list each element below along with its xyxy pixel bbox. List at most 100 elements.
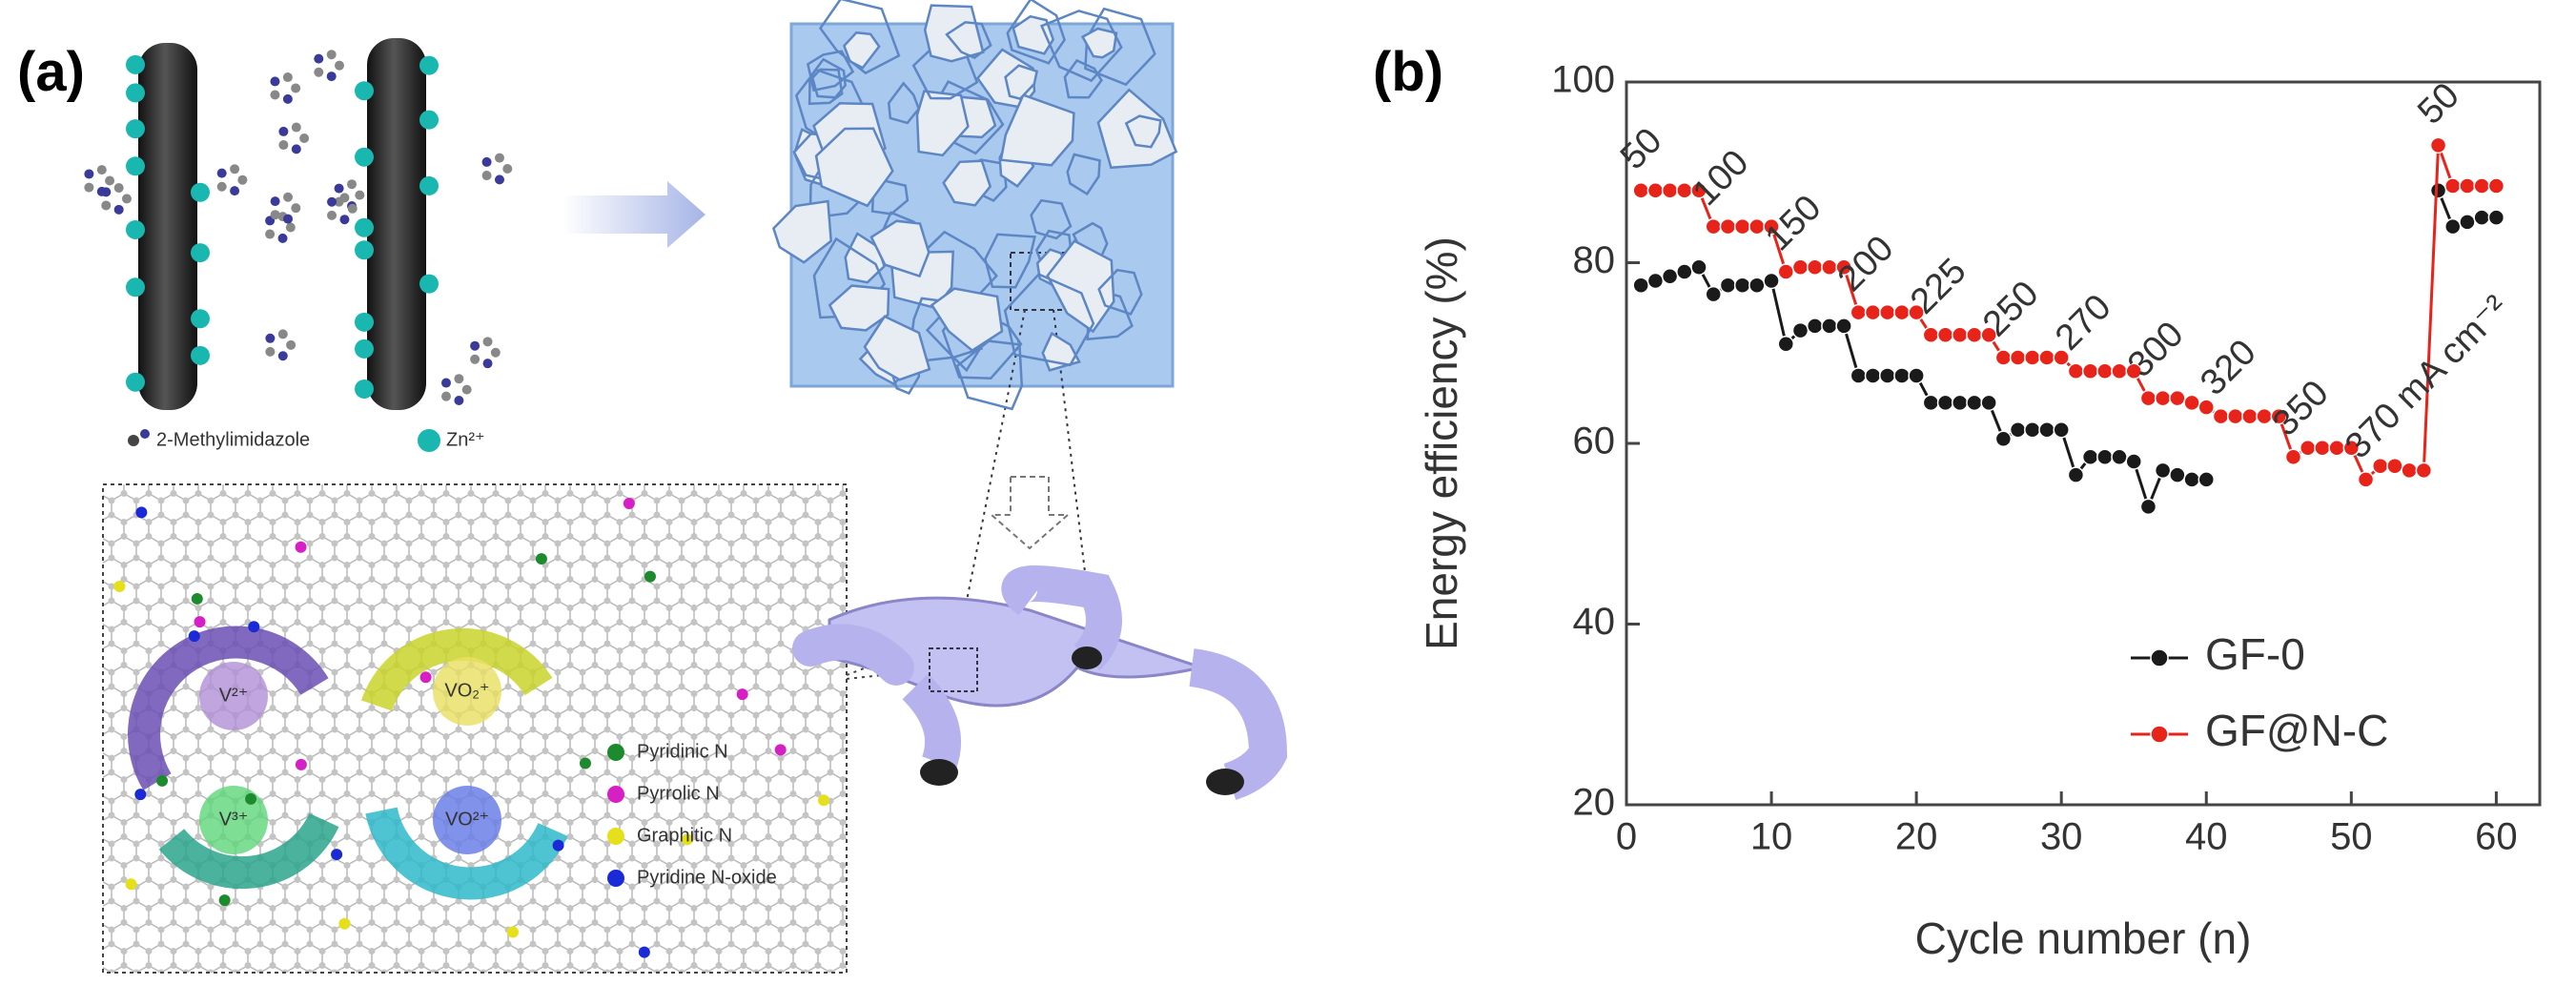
molecule-atom bbox=[291, 203, 301, 214]
molecule-atom bbox=[230, 164, 240, 174]
cycle-arrow bbox=[158, 812, 339, 890]
molecule-atom bbox=[326, 50, 337, 60]
legend-marker bbox=[2150, 648, 2169, 667]
foam-cell bbox=[806, 50, 855, 92]
zn-atom bbox=[191, 309, 210, 329]
zn-atom bbox=[419, 55, 439, 75]
legend-label: 2-Methylimidazole bbox=[156, 429, 310, 450]
foam-cell bbox=[923, 4, 985, 63]
zn-atom bbox=[419, 175, 439, 195]
dopant-atom bbox=[681, 833, 693, 846]
dopant-atom bbox=[218, 894, 231, 907]
data-point bbox=[1835, 258, 1852, 276]
molecule-atom bbox=[334, 183, 344, 194]
data-point bbox=[1763, 217, 1780, 236]
molecule-atom bbox=[327, 196, 337, 207]
molecule-atom bbox=[291, 83, 301, 93]
data-point bbox=[2053, 421, 2070, 439]
data-point bbox=[2053, 349, 2070, 366]
data-point bbox=[2096, 448, 2114, 465]
x-tick-label: 10 bbox=[1750, 816, 1793, 858]
dopant-atom bbox=[331, 849, 343, 861]
molecule-atom bbox=[327, 210, 337, 220]
data-point bbox=[2111, 362, 2128, 380]
zn-atom bbox=[191, 182, 210, 202]
data-point bbox=[2487, 177, 2505, 195]
data-point bbox=[1806, 318, 1824, 335]
ion-label: VO²⁺ bbox=[445, 809, 489, 830]
molecule-atom bbox=[270, 210, 280, 220]
data-point bbox=[2342, 439, 2361, 457]
molecule-atom bbox=[84, 169, 94, 179]
data-point bbox=[2487, 209, 2505, 226]
data-point bbox=[1878, 303, 1896, 321]
data-point bbox=[1980, 326, 1997, 344]
molecule-atom bbox=[334, 60, 344, 71]
data-point bbox=[2154, 389, 2172, 407]
data-point bbox=[1791, 258, 1809, 276]
dopant-atom bbox=[644, 570, 656, 583]
zn-atom bbox=[126, 54, 145, 74]
foam-cell bbox=[887, 81, 921, 125]
molecule-atom bbox=[265, 346, 276, 357]
foam-cell bbox=[1096, 88, 1178, 170]
data-point bbox=[2024, 349, 2041, 366]
molecule-atom bbox=[101, 200, 112, 211]
zn-atom bbox=[355, 339, 374, 359]
legend-label: Pyrrolic N bbox=[637, 783, 720, 804]
data-point bbox=[2459, 214, 2476, 231]
data-point bbox=[2024, 421, 2041, 439]
molecule-atom bbox=[283, 214, 294, 224]
molecule-atom bbox=[494, 153, 504, 163]
x-tick-label: 30 bbox=[2040, 816, 2083, 858]
dopant-atom bbox=[194, 616, 206, 628]
data-point bbox=[1777, 263, 1795, 280]
foam-cell bbox=[945, 21, 992, 60]
foam-cell bbox=[1039, 10, 1123, 83]
carbon-fiber bbox=[138, 43, 197, 410]
legend-label: GF-0 bbox=[2205, 629, 2305, 679]
data-point bbox=[2038, 421, 2055, 439]
dopant-atom bbox=[774, 744, 787, 756]
plot-frame bbox=[1625, 80, 2542, 807]
molecule-atom bbox=[216, 181, 227, 192]
legend-icon bbox=[607, 870, 624, 887]
data-point bbox=[2212, 407, 2230, 425]
foam-cell bbox=[869, 219, 930, 278]
panel-label: (a) bbox=[17, 41, 85, 103]
data-point bbox=[1690, 258, 1707, 276]
molecule-atom bbox=[339, 215, 350, 225]
dopant-atom bbox=[245, 792, 257, 805]
zn-atom bbox=[355, 312, 374, 332]
legend-icon bbox=[607, 828, 624, 845]
foam-cell bbox=[1006, 0, 1066, 65]
molecule-atom bbox=[277, 351, 288, 361]
molecule-atom bbox=[470, 340, 480, 351]
molecule-atom bbox=[314, 67, 324, 77]
foam-cell bbox=[863, 315, 931, 381]
rate-label: 150 bbox=[1758, 188, 1830, 259]
molecule-atom bbox=[270, 196, 280, 207]
cycle-arrow bbox=[128, 626, 329, 790]
data-point bbox=[2139, 389, 2157, 407]
foam-cell bbox=[828, 284, 890, 332]
foam-cell bbox=[1066, 153, 1101, 196]
data-point bbox=[1936, 394, 1954, 412]
molecule-atom bbox=[454, 374, 464, 384]
data-point bbox=[2473, 209, 2490, 226]
data-point bbox=[2415, 462, 2433, 480]
foam-cell bbox=[842, 31, 881, 70]
data-point bbox=[1864, 367, 1882, 384]
molecule-atom bbox=[326, 72, 337, 82]
molecule-atom bbox=[347, 203, 358, 214]
data-point bbox=[1980, 394, 1997, 412]
molecule-atom bbox=[277, 329, 288, 339]
tube-end bbox=[1072, 646, 1102, 669]
ion-label: V²⁺ bbox=[219, 685, 249, 706]
data-point bbox=[2009, 421, 2027, 439]
dopant-atom bbox=[506, 926, 519, 938]
molecule-atom bbox=[96, 186, 107, 196]
zn-atom bbox=[191, 243, 210, 263]
arrow bbox=[562, 181, 705, 248]
